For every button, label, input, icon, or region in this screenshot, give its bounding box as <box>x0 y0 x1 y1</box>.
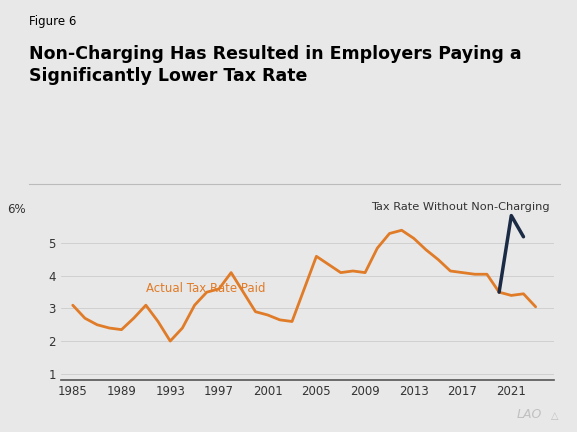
Text: Non-Charging Has Resulted in Employers Paying a
Significantly Lower Tax Rate: Non-Charging Has Resulted in Employers P… <box>29 45 522 85</box>
Text: Figure 6: Figure 6 <box>29 15 76 28</box>
Text: LAO: LAO <box>517 408 542 421</box>
Text: Tax Rate Without Non-Charging: Tax Rate Without Non-Charging <box>371 203 550 213</box>
Text: 6%: 6% <box>8 203 26 216</box>
Text: △: △ <box>551 411 559 421</box>
Text: Actual Tax Rate Paid: Actual Tax Rate Paid <box>146 283 265 295</box>
